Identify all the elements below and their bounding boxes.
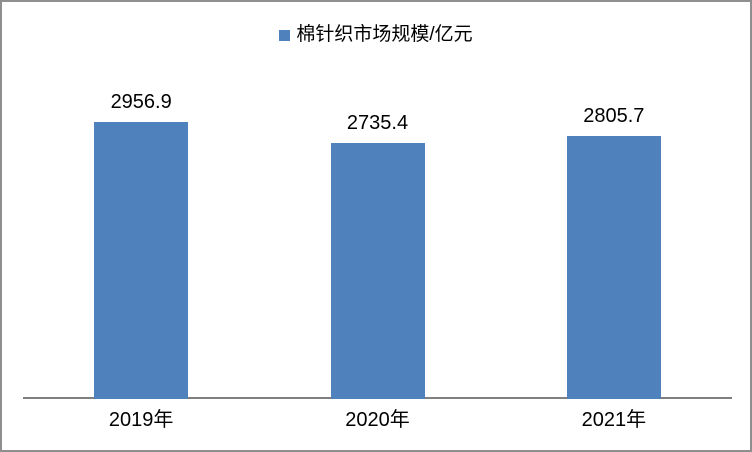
legend-label: 棉针织市场规模/亿元: [296, 24, 473, 45]
bar-value-label: 2735.4: [346, 112, 409, 134]
bar: [330, 143, 425, 399]
legend-marker-icon: [279, 29, 291, 41]
bar-value-label: 2956.9: [110, 91, 172, 113]
bar: [566, 136, 661, 399]
x-axis-label: 2021年: [581, 409, 647, 431]
x-axis-label: 2019年: [108, 409, 174, 431]
chart-legend: 棉针织市场规模/亿元: [2, 24, 750, 46]
x-axis-label: 2020年: [345, 409, 410, 431]
bar: [94, 122, 189, 399]
bar-value-label: 2805.7: [583, 105, 645, 127]
